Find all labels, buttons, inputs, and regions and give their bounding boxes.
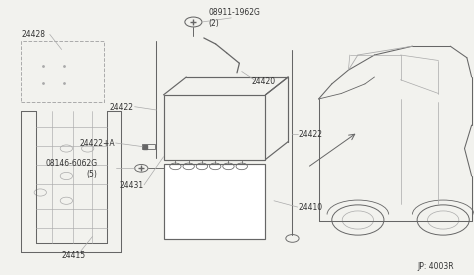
Text: 24431: 24431 [119, 181, 143, 190]
Text: 08911-1962G
(2): 08911-1962G (2) [209, 8, 260, 28]
Bar [142, 144, 155, 149]
Text: 24422: 24422 [299, 130, 323, 139]
Text: 24415: 24415 [62, 251, 86, 260]
Text: JP: 4003R: JP: 4003R [417, 262, 454, 271]
Text: 08146-6062G
(5): 08146-6062G (5) [45, 160, 97, 179]
Text: 24422: 24422 [109, 103, 134, 112]
Text: 24410: 24410 [299, 203, 323, 212]
Bar [21, 41, 104, 102]
Bar [164, 164, 265, 239]
Bar [164, 95, 265, 160]
Text: 24420: 24420 [251, 77, 275, 86]
Text: 24422+A: 24422+A [79, 139, 115, 148]
Text: 24428: 24428 [21, 30, 46, 39]
